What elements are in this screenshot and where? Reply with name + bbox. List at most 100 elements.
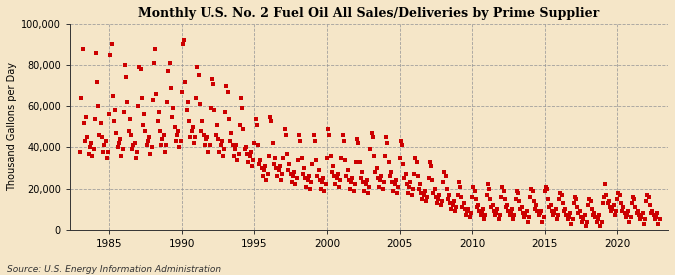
Point [636,215,647,220]
Point [208,81,219,86]
Point [315,178,325,183]
Point [184,119,194,123]
Point [259,168,269,172]
Point [205,143,215,148]
Point [617,209,628,213]
Point [450,209,460,213]
Point [284,162,295,166]
Point [381,135,392,139]
Point [605,205,616,209]
Point [304,186,315,191]
Point [653,221,664,226]
Point [344,186,355,191]
Point [209,108,220,112]
Point [344,178,354,183]
Point [515,207,526,211]
Point [396,139,406,144]
Point [222,90,233,94]
Point [441,186,452,191]
Point [427,178,437,183]
Point [84,145,95,150]
Point [347,176,358,180]
Point [90,51,101,55]
Point [435,203,446,207]
Point [607,207,618,211]
Point [110,108,121,112]
Point [346,180,356,185]
Point [213,137,223,141]
Point [475,213,486,218]
Point [205,106,216,111]
Point [501,205,512,209]
Point [292,158,303,162]
Point [392,191,402,195]
Point [554,197,564,201]
Point [423,176,434,180]
Point [565,211,576,216]
Point [571,197,582,201]
Point [86,141,97,145]
Point [602,201,613,205]
Point [568,201,579,205]
Point [105,53,116,57]
Point [281,152,292,156]
Point [245,149,256,154]
Point [579,213,590,218]
Point [408,186,418,191]
Point [373,176,383,180]
Point [180,79,191,84]
Point [518,211,529,216]
Point [417,197,428,201]
Point [341,174,352,178]
Point [645,203,655,207]
Point [454,180,464,185]
Point [295,139,306,144]
Point [537,219,547,224]
Point [399,176,410,180]
Point [92,79,103,84]
Point [227,143,238,148]
Point [254,162,265,166]
Point [323,127,333,131]
Point [232,158,243,162]
Point [591,219,602,224]
Point [151,92,162,96]
Point [238,127,249,131]
Point [535,211,545,216]
Point [332,172,343,176]
Point [317,180,327,185]
Point [497,184,508,189]
Point [593,217,603,222]
Point [104,112,115,117]
Point [156,143,167,148]
Point [547,209,558,213]
Point [319,188,330,193]
Point [268,162,279,166]
Point [157,137,168,141]
Point [469,188,480,193]
Point [470,197,481,201]
Point [225,139,236,144]
Point [101,156,112,160]
Point [215,143,226,148]
Point [289,170,300,174]
Point [196,129,207,133]
Point [368,135,379,139]
Point [513,191,524,195]
Point [294,133,304,137]
Point [405,180,416,185]
Point [631,211,642,216]
Point [228,153,239,158]
Point [321,182,331,187]
Point [194,102,205,106]
Point [578,217,589,222]
Point [629,197,640,201]
Point [589,211,599,216]
Point [103,149,113,154]
Point [478,207,489,211]
Point [234,123,245,127]
Title: Monthly U.S. No. 2 Fuel Oil All Sales/Deliveries by Prime Supplier: Monthly U.S. No. 2 Fuel Oil All Sales/De… [138,7,599,20]
Point [200,137,211,141]
Point [122,100,133,104]
Point [371,166,382,170]
